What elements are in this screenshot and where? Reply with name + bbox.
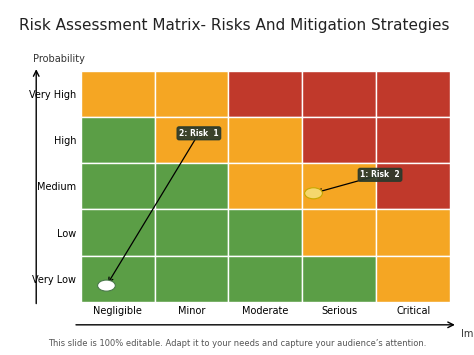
Text: Probability: Probability — [33, 54, 84, 64]
Bar — [228, 71, 302, 117]
Bar — [302, 71, 376, 117]
Text: This slide is 100% editable. Adapt it to your needs and capture your audience’s : This slide is 100% editable. Adapt it to… — [48, 339, 426, 348]
Bar — [81, 209, 155, 256]
Bar — [155, 71, 228, 117]
Bar — [81, 256, 155, 302]
Bar — [81, 163, 155, 209]
Bar — [302, 163, 376, 209]
Bar — [228, 117, 302, 163]
Text: 1: Risk  2: 1: Risk 2 — [360, 170, 400, 179]
Text: 2: Risk  1: 2: Risk 1 — [179, 129, 219, 138]
Bar — [376, 163, 450, 209]
Circle shape — [98, 280, 115, 291]
Text: Risk Assessment Matrix- Risks And Mitigation Strategies: Risk Assessment Matrix- Risks And Mitiga… — [19, 18, 449, 33]
Bar — [376, 117, 450, 163]
Bar — [302, 256, 376, 302]
Bar — [228, 163, 302, 209]
Bar — [155, 163, 228, 209]
Text: Impact: Impact — [461, 329, 474, 339]
Bar — [155, 256, 228, 302]
Bar — [81, 117, 155, 163]
Bar — [302, 117, 376, 163]
Bar — [302, 209, 376, 256]
Bar — [155, 117, 228, 163]
Circle shape — [305, 188, 322, 199]
Bar — [155, 209, 228, 256]
Bar — [228, 256, 302, 302]
Bar — [81, 71, 155, 117]
Bar — [376, 256, 450, 302]
Bar — [376, 209, 450, 256]
Bar — [228, 209, 302, 256]
Bar — [376, 71, 450, 117]
